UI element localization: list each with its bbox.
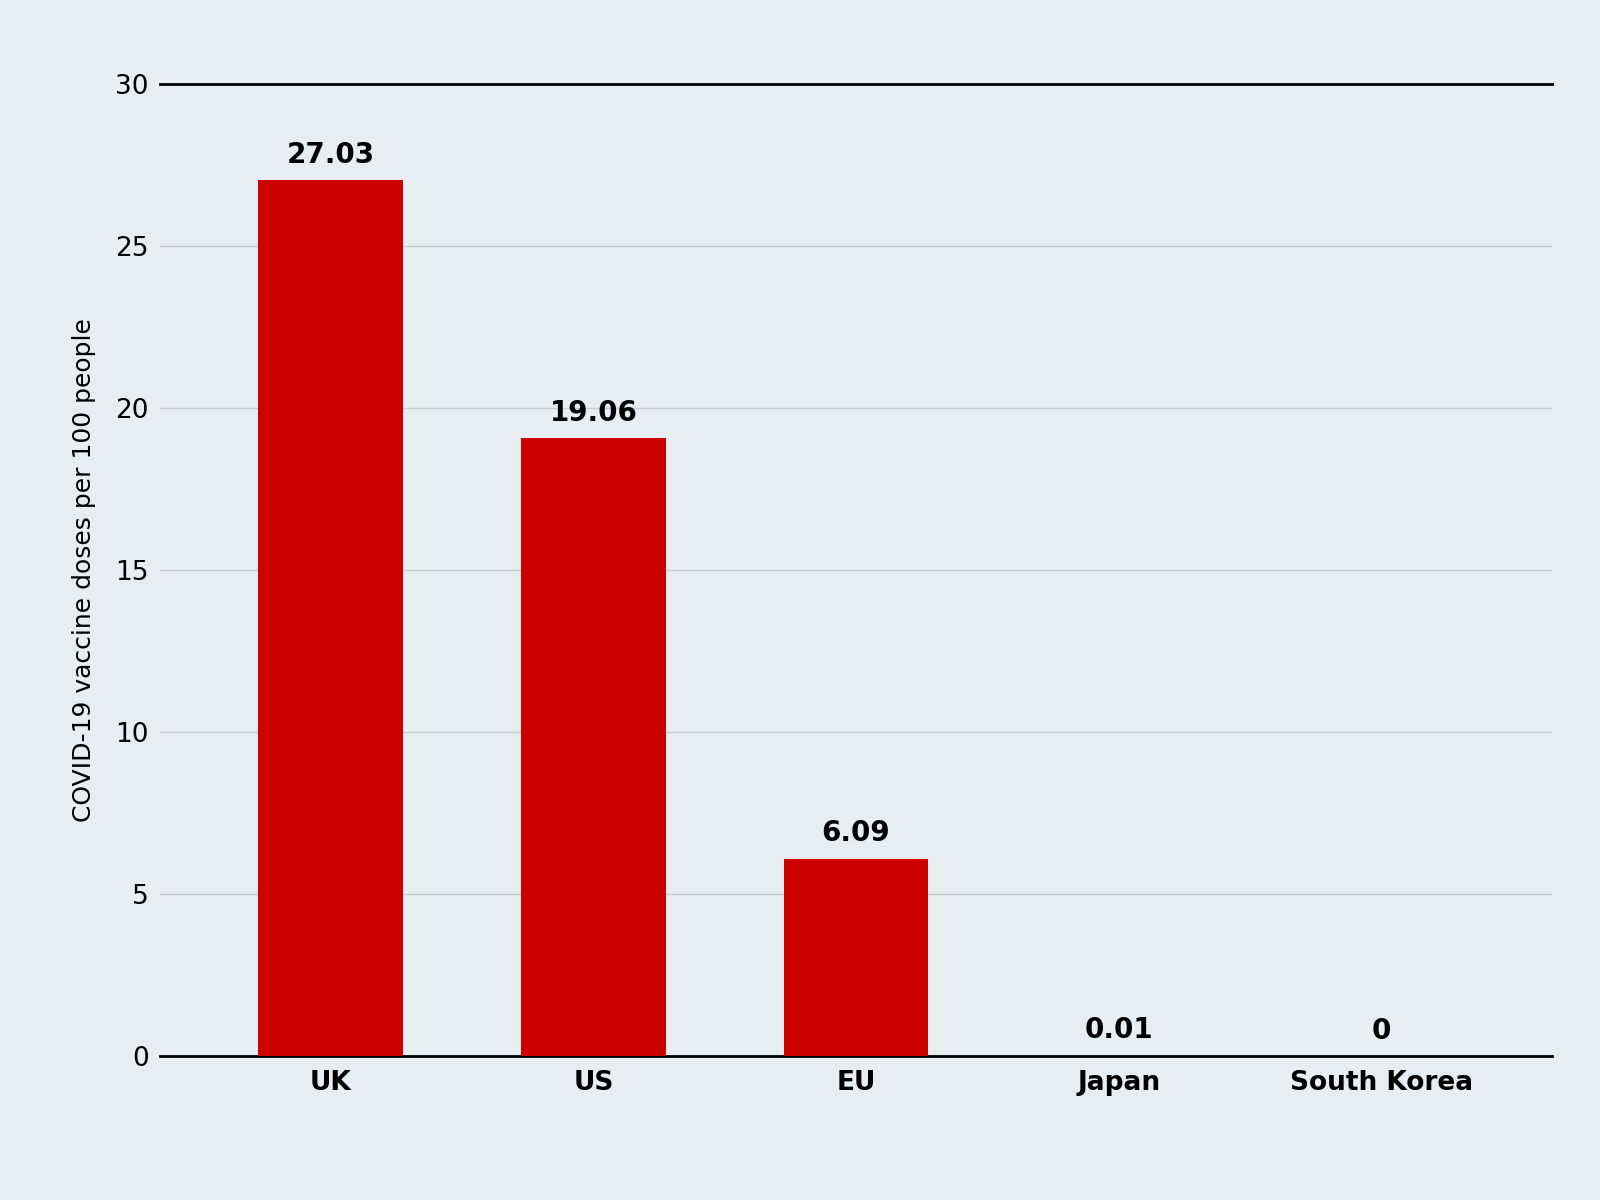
Y-axis label: COVID-19 vaccine doses per 100 people: COVID-19 vaccine doses per 100 people [72, 318, 96, 822]
Text: 27.03: 27.03 [286, 140, 374, 169]
Bar [784, 859, 928, 1056]
Text: 0.01: 0.01 [1085, 1016, 1154, 1044]
Text: 6.09: 6.09 [822, 820, 890, 847]
Bar [522, 438, 666, 1056]
Bar [259, 180, 403, 1056]
Text: 19.06: 19.06 [549, 400, 637, 427]
Text: 0: 0 [1371, 1016, 1390, 1045]
